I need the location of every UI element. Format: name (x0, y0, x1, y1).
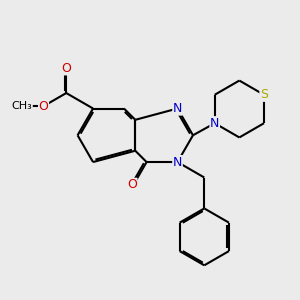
Text: O: O (127, 178, 137, 191)
Text: O: O (61, 62, 71, 75)
Text: O: O (39, 100, 48, 113)
Text: CH₃: CH₃ (11, 101, 32, 111)
Text: N: N (210, 117, 219, 130)
Text: N: N (173, 102, 182, 115)
Text: S: S (260, 88, 268, 101)
Text: N: N (173, 156, 182, 169)
